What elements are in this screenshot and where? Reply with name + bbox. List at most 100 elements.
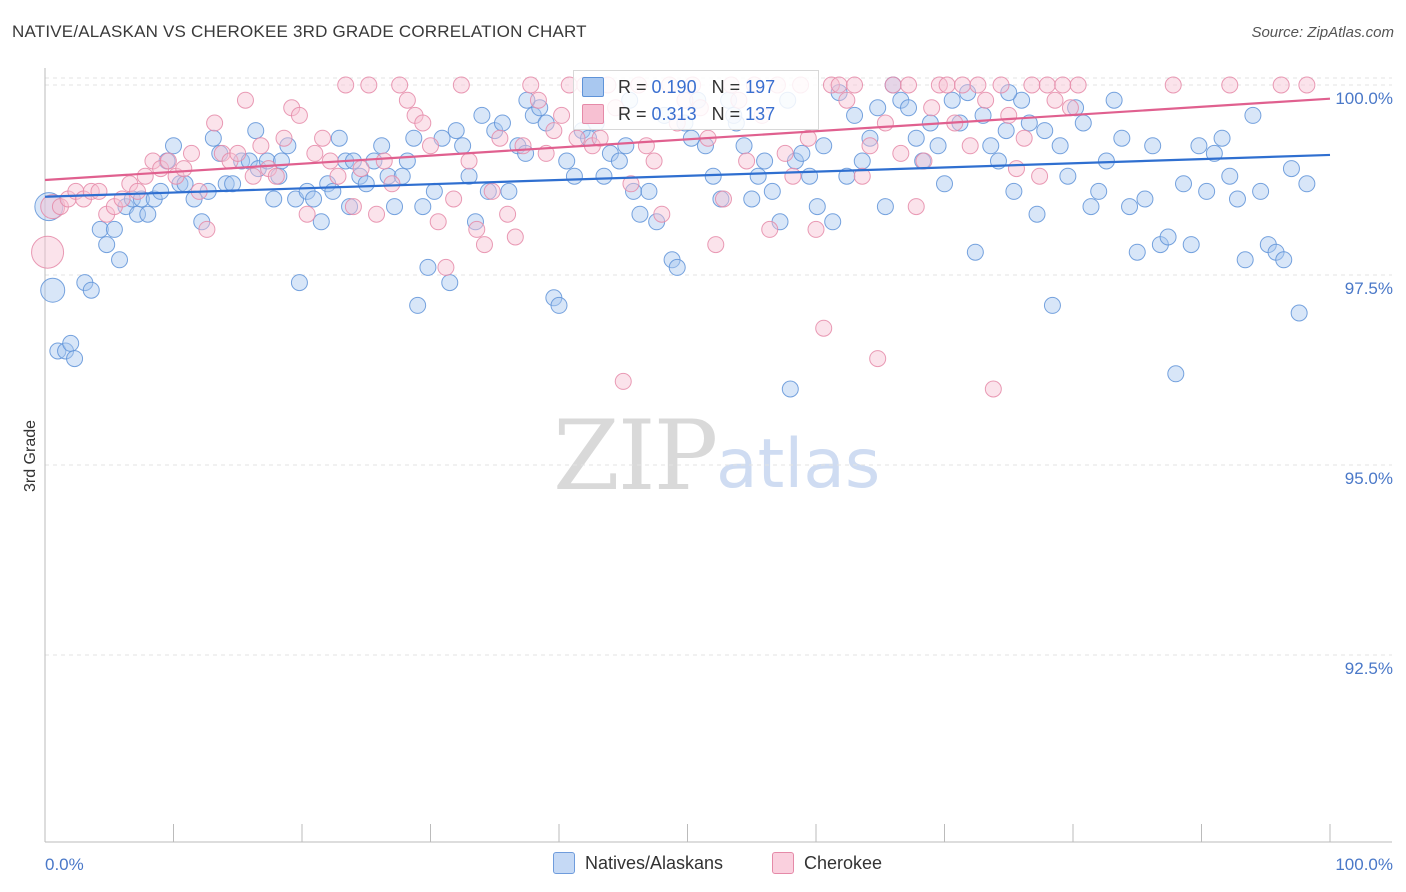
point-natives-alaskans bbox=[815, 137, 833, 155]
point-natives-alaskans bbox=[1228, 190, 1246, 208]
point-cherokee bbox=[236, 91, 254, 109]
legend-label-cherokee: Cherokee bbox=[804, 852, 883, 873]
point-cherokee bbox=[460, 152, 478, 170]
point-cherokee bbox=[545, 122, 563, 140]
point-natives-alaskans bbox=[1074, 114, 1092, 132]
point-natives-alaskans bbox=[165, 137, 182, 155]
legend-swatch-natives bbox=[553, 852, 575, 874]
point-natives-alaskans bbox=[824, 213, 842, 231]
point-natives-alaskans bbox=[1036, 122, 1054, 140]
point-cherokee bbox=[437, 258, 455, 276]
point-cherokee bbox=[707, 236, 725, 254]
point-cherokee bbox=[915, 152, 933, 170]
point-cherokee bbox=[1069, 76, 1087, 94]
point-cherokee bbox=[506, 228, 524, 246]
point-natives-alaskans bbox=[132, 190, 150, 208]
point-cherokee bbox=[1023, 76, 1041, 94]
point-cherokee bbox=[984, 380, 1002, 398]
point-natives-alaskans bbox=[1121, 198, 1139, 216]
point-cherokee bbox=[352, 160, 370, 178]
point-cherokee bbox=[614, 372, 632, 390]
point-natives-alaskans bbox=[781, 380, 799, 398]
point-natives-alaskans bbox=[943, 91, 961, 109]
point-cherokee bbox=[383, 175, 401, 193]
point-natives-alaskans bbox=[405, 129, 423, 147]
point-natives-alaskans bbox=[793, 144, 811, 162]
point-cherokee bbox=[953, 76, 971, 94]
point-natives-alaskans bbox=[312, 213, 330, 231]
point-natives-alaskans bbox=[324, 182, 342, 200]
point-cherokee bbox=[129, 182, 147, 200]
point-natives-alaskans bbox=[876, 198, 894, 216]
x-tick-label: 100.0% bbox=[1335, 855, 1393, 874]
point-cherokee bbox=[830, 76, 848, 94]
point-natives-alaskans bbox=[749, 167, 767, 185]
point-cherokee bbox=[900, 76, 918, 94]
point-cherokee bbox=[815, 319, 833, 337]
series-cherokee bbox=[31, 76, 1316, 398]
point-natives-alaskans bbox=[617, 137, 635, 155]
point-cherokee bbox=[391, 76, 409, 94]
point-natives-alaskans bbox=[869, 99, 887, 117]
legend-r-value: 0.313 bbox=[651, 103, 697, 124]
point-cherokee bbox=[992, 76, 1010, 94]
legend-n-label: N = bbox=[711, 103, 741, 124]
legend-item-natives[interactable]: Natives/Alaskans bbox=[553, 852, 723, 874]
point-natives-alaskans bbox=[1167, 365, 1185, 383]
point-natives-alaskans bbox=[1090, 182, 1108, 200]
point-natives-alaskans bbox=[550, 296, 568, 314]
point-natives-alaskans bbox=[1051, 137, 1069, 155]
point-cherokee bbox=[761, 220, 779, 238]
x-tick-label: 0.0% bbox=[45, 855, 84, 874]
y-axis-title: 3rd Grade bbox=[22, 420, 39, 492]
y-tick-label: 100.0% bbox=[1335, 89, 1393, 108]
point-natives-alaskans bbox=[40, 277, 66, 303]
legend-n-value: 197 bbox=[745, 76, 776, 97]
point-natives-alaskans bbox=[558, 152, 576, 170]
point-cherokee bbox=[452, 76, 470, 94]
point-cherokee bbox=[861, 137, 879, 155]
point-cherokee bbox=[784, 167, 802, 185]
point-cherokee bbox=[468, 220, 486, 238]
point-cherokee bbox=[522, 76, 540, 94]
point-cherokee bbox=[738, 152, 756, 170]
point-cherokee bbox=[483, 182, 501, 200]
point-cherokee bbox=[368, 205, 386, 223]
point-natives-alaskans bbox=[479, 182, 497, 200]
point-cherokee bbox=[838, 91, 856, 109]
point-cherokee bbox=[445, 190, 463, 208]
point-natives-alaskans bbox=[373, 137, 391, 155]
point-cherokee bbox=[337, 76, 355, 94]
point-natives-alaskans bbox=[1213, 129, 1231, 147]
point-natives-alaskans bbox=[1059, 167, 1077, 185]
point-cherokee bbox=[175, 160, 193, 178]
legend-swatch-cherokee bbox=[772, 852, 794, 874]
y-tick-label: 92.5% bbox=[1345, 659, 1393, 678]
point-natives-alaskans bbox=[1013, 91, 1031, 109]
legend-row-cherokee: R = 0.313 N = 137 bbox=[582, 102, 775, 126]
point-natives-alaskans bbox=[365, 152, 383, 170]
point-cherokee bbox=[846, 76, 864, 94]
legend-item-cherokee[interactable]: Cherokee bbox=[772, 852, 882, 874]
point-natives-alaskans bbox=[66, 350, 84, 368]
point-natives-alaskans bbox=[447, 122, 465, 140]
point-natives-alaskans bbox=[1082, 198, 1100, 216]
point-natives-alaskans bbox=[265, 190, 283, 208]
point-natives-alaskans bbox=[1282, 160, 1300, 178]
point-natives-alaskans bbox=[1113, 129, 1131, 147]
point-cherokee bbox=[938, 76, 956, 94]
point-natives-alaskans bbox=[279, 137, 297, 155]
point-natives-alaskans bbox=[997, 122, 1015, 140]
point-cherokee bbox=[429, 213, 447, 231]
point-cherokee bbox=[969, 76, 987, 94]
chart-title: NATIVE/ALASKAN VS CHEROKEE 3RD GRADE COR… bbox=[12, 22, 587, 41]
trend-lines bbox=[44, 97, 1331, 198]
point-cherokee bbox=[136, 167, 154, 185]
point-natives-alaskans bbox=[565, 167, 583, 185]
point-cherokee bbox=[206, 114, 224, 132]
point-natives-alaskans bbox=[398, 152, 416, 170]
point-natives-alaskans bbox=[409, 296, 427, 314]
legend-r-value: 0.190 bbox=[651, 76, 697, 97]
trend-line-cherokee bbox=[44, 97, 1331, 182]
source-label: Source: ZipAtlas.com bbox=[1251, 24, 1394, 41]
